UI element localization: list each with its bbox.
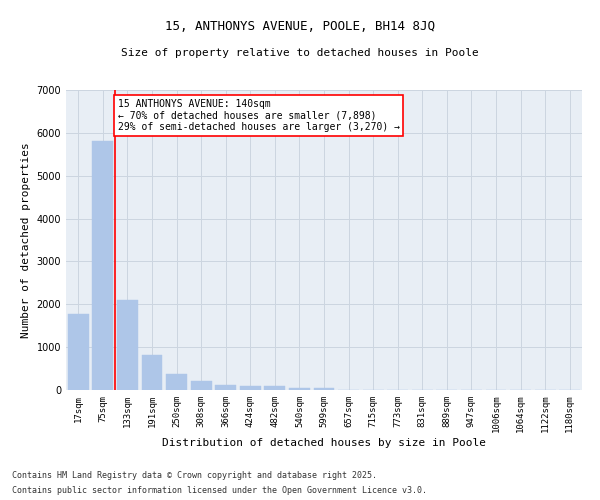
Text: Size of property relative to detached houses in Poole: Size of property relative to detached ho… [121, 48, 479, 58]
Bar [314, 388, 334, 390]
Text: 15, ANTHONYS AVENUE, POOLE, BH14 8JQ: 15, ANTHONYS AVENUE, POOLE, BH14 8JQ [165, 20, 435, 33]
Bar [289, 388, 310, 390]
Bar [142, 355, 163, 390]
Bar [92, 140, 113, 390]
Bar [117, 300, 138, 390]
Text: Contains HM Land Registry data © Crown copyright and database right 2025.: Contains HM Land Registry data © Crown c… [12, 471, 377, 480]
Bar [265, 386, 286, 390]
Bar [215, 385, 236, 390]
Text: 15 ANTHONYS AVENUE: 140sqm
← 70% of detached houses are smaller (7,898)
29% of s: 15 ANTHONYS AVENUE: 140sqm ← 70% of deta… [118, 98, 400, 132]
Bar [68, 314, 89, 390]
Y-axis label: Number of detached properties: Number of detached properties [21, 142, 31, 338]
Bar [240, 386, 261, 390]
Bar [191, 381, 212, 390]
X-axis label: Distribution of detached houses by size in Poole: Distribution of detached houses by size … [162, 438, 486, 448]
Text: Contains public sector information licensed under the Open Government Licence v3: Contains public sector information licen… [12, 486, 427, 495]
Bar [166, 374, 187, 390]
